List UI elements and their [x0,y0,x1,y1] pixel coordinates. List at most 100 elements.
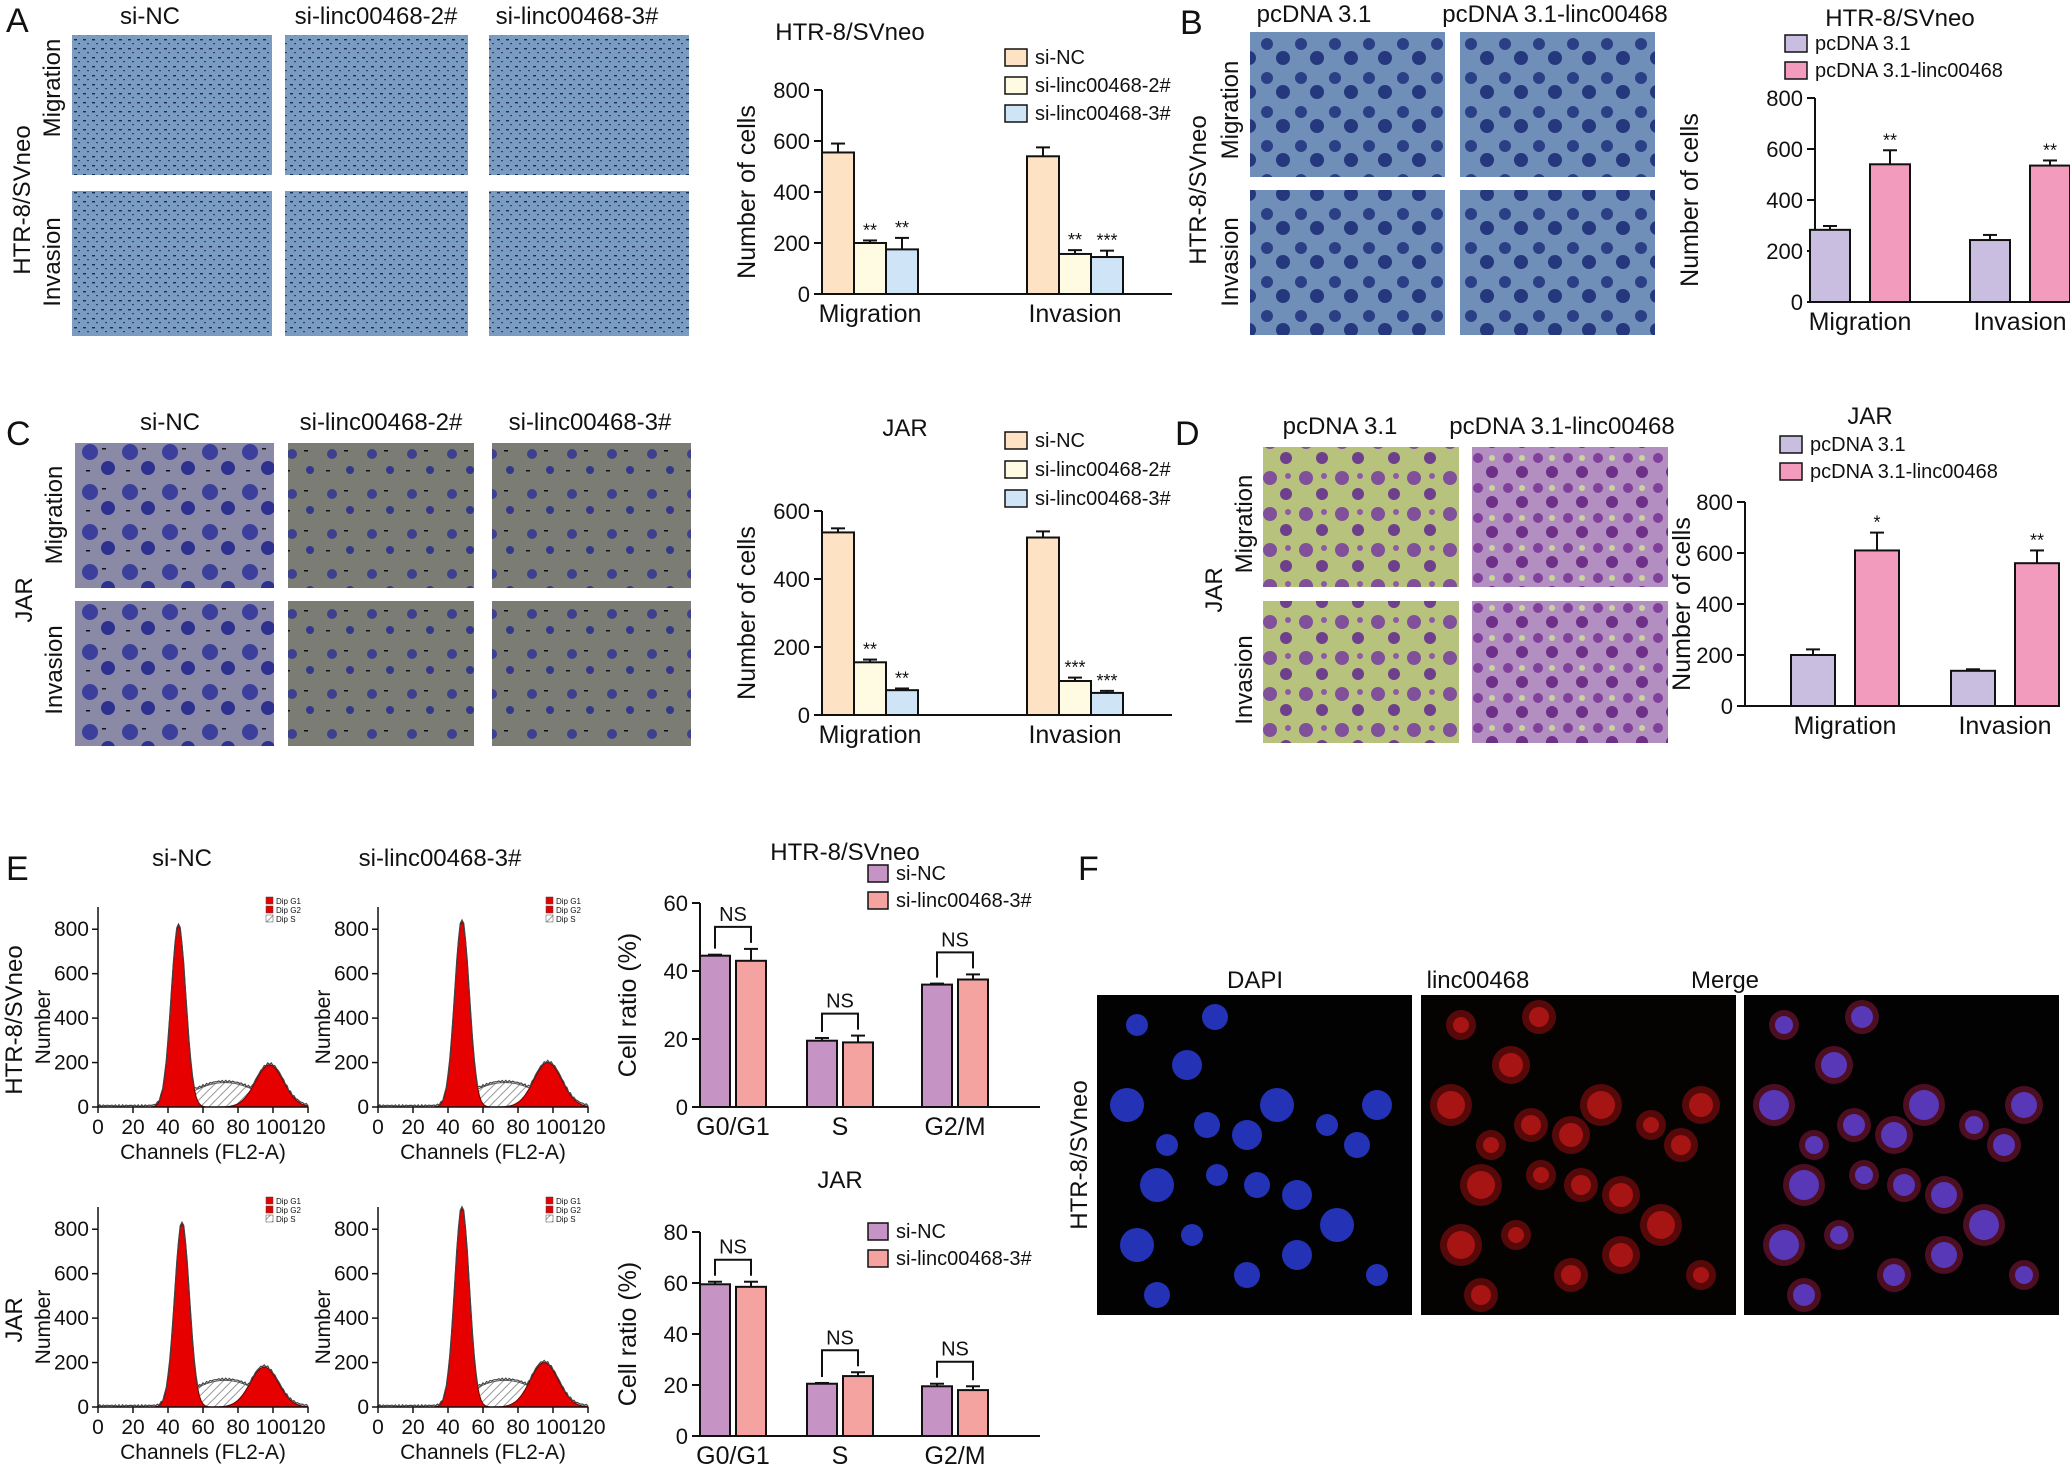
y-tick-label: 400 [773,567,810,592]
panel-c-col-label-3: si-linc00468-3# [509,409,672,436]
legend-label: si-NC [1035,47,1085,69]
y-tick-label: 0 [798,282,810,307]
facs-legend-swatch [545,905,554,914]
bar [1026,536,1060,717]
facs-legend-swatch [545,914,554,923]
panel-e-row-label-1: HTR-8/SVneo [1,945,28,1094]
bar [2014,562,2060,708]
cell-signal [1689,1093,1713,1117]
significance-mark: ** [895,668,909,688]
bar [1026,155,1060,295]
panel-a-side-label: HTR-8/SVneo [9,125,36,274]
legend-swatch [1004,460,1028,479]
facs-y-tick-label: 400 [54,1007,89,1030]
y-tick-label: 800 [1696,490,1733,515]
facs-jar-sinc: 0 20 40 60 80 100 120 0 200 400 600 800 Channels (FL… [32,1196,326,1464]
chart-title: HTR-8/SVneo [775,19,924,46]
facs-legend-label: Dip S [276,915,296,924]
panel-a-row-label-2: Invasion [39,217,66,306]
facs-y-tick-label: 400 [334,1007,369,1030]
legend-swatch [867,864,889,883]
bar [806,1382,838,1437]
y-tick-label: 0 [1791,290,1803,315]
legend-swatch [1004,431,1028,450]
cell-nucleus [1883,1264,1905,1286]
significance-mark: ** [2043,140,2057,160]
significance-mark: ** [863,640,877,660]
cell-nucleus [1855,1166,1873,1184]
cell-nucleus [1759,1090,1789,1120]
chart-title: HTR-8/SVneo [770,839,919,866]
cell-signal [1437,1091,1465,1119]
cell-nucleus [1120,1228,1154,1262]
cell-nucleus [1893,1174,1915,1196]
panel-a-image-invasion-2 [285,191,468,336]
bar [821,531,855,716]
panel-letter-b: B [1180,4,1203,42]
ns-bracket [936,1360,974,1381]
cell-nucleus [1126,1014,1148,1036]
x-category-label: G2/M [924,1113,985,1141]
facs-y-tick-label: 0 [357,1096,369,1119]
significance-mark: *** [1096,671,1117,691]
significance-mark: ** [1883,130,1897,150]
panel-f-side-label: HTR-8/SVneo [1066,1080,1093,1229]
facs-x-tick-label: 60 [191,1416,214,1439]
facs-legend-label: Dip G1 [556,897,581,906]
legend-label: si-linc00468-3# [896,890,1033,912]
legend-label: si-linc00468-3# [1035,488,1172,510]
x-category-label: Invasion [1028,721,1121,749]
facs-y-tick-label: 0 [77,1096,89,1119]
legend-label: si-NC [1035,430,1085,452]
legend-swatch [1004,104,1028,123]
x-category-label: Migration [819,721,922,749]
panel-letter-c: C [6,415,31,453]
cells-linc [1430,1000,1720,1312]
facs-y-tick-label: 800 [334,1218,369,1241]
bar [699,1283,731,1438]
bar [699,954,731,1109]
ns-bracket [714,925,752,949]
facs-legend-swatch [545,1196,554,1205]
y-tick-label: 40 [664,1322,688,1347]
cell-nucleus [1993,1134,2015,1156]
facs-x-tick-label: 40 [436,1416,459,1439]
legend-label: si-linc00468-2# [1035,459,1172,481]
facs-legend-label: Dip S [556,1215,576,1224]
panel-d-row-label-1: Migration [1231,475,1258,574]
facs-x-axis-label: Channels (FL2-A) [400,1141,566,1164]
facs-legend-swatch [265,1205,274,1214]
panel-b-side-label: HTR-8/SVneo [1185,115,1212,264]
chart-title: JAR [817,1167,862,1194]
bar [2029,164,2070,303]
bar [842,1041,874,1109]
panel-d-col-label-1: pcDNA 3.1 [1283,413,1398,440]
facs-y-tick-label: 400 [334,1307,369,1330]
y-axis-label: Number of cells [1668,517,1696,691]
cell-nucleus [1830,1226,1848,1244]
cell-nucleus [1909,1090,1939,1120]
y-axis-label: Number of cells [1676,113,1704,287]
panel-c-image-migration-1 [75,443,274,588]
y-tick-label: 200 [1766,239,1803,264]
facs-x-tick-label: 120 [570,1116,605,1139]
significance-mark: ** [1068,230,1082,250]
panel-e-col-label-1: si-NC [152,845,212,872]
significance-mark: ** [863,220,877,240]
panel-b-row-label-2: Invasion [1217,217,1244,306]
panel-c-image-invasion-2 [288,601,474,746]
panel-letter-d: D [1175,415,1200,453]
legend-label: si-NC [896,863,946,885]
panel-a-col-label-2: si-linc00468-2# [295,3,458,30]
bar [921,1385,953,1438]
histogram-outline [377,918,589,1108]
y-axis-label: Cell ratio (%) [614,933,642,1077]
facs-y-tick-label: 0 [77,1396,89,1419]
x-category-label: Migration [819,300,922,328]
x-category-label: Invasion [1973,308,2066,336]
y-axis-label: Number of cells [733,526,761,700]
facs-y-axis-label: Number [312,990,335,1065]
fluorescence-cells [1110,1000,2043,1312]
